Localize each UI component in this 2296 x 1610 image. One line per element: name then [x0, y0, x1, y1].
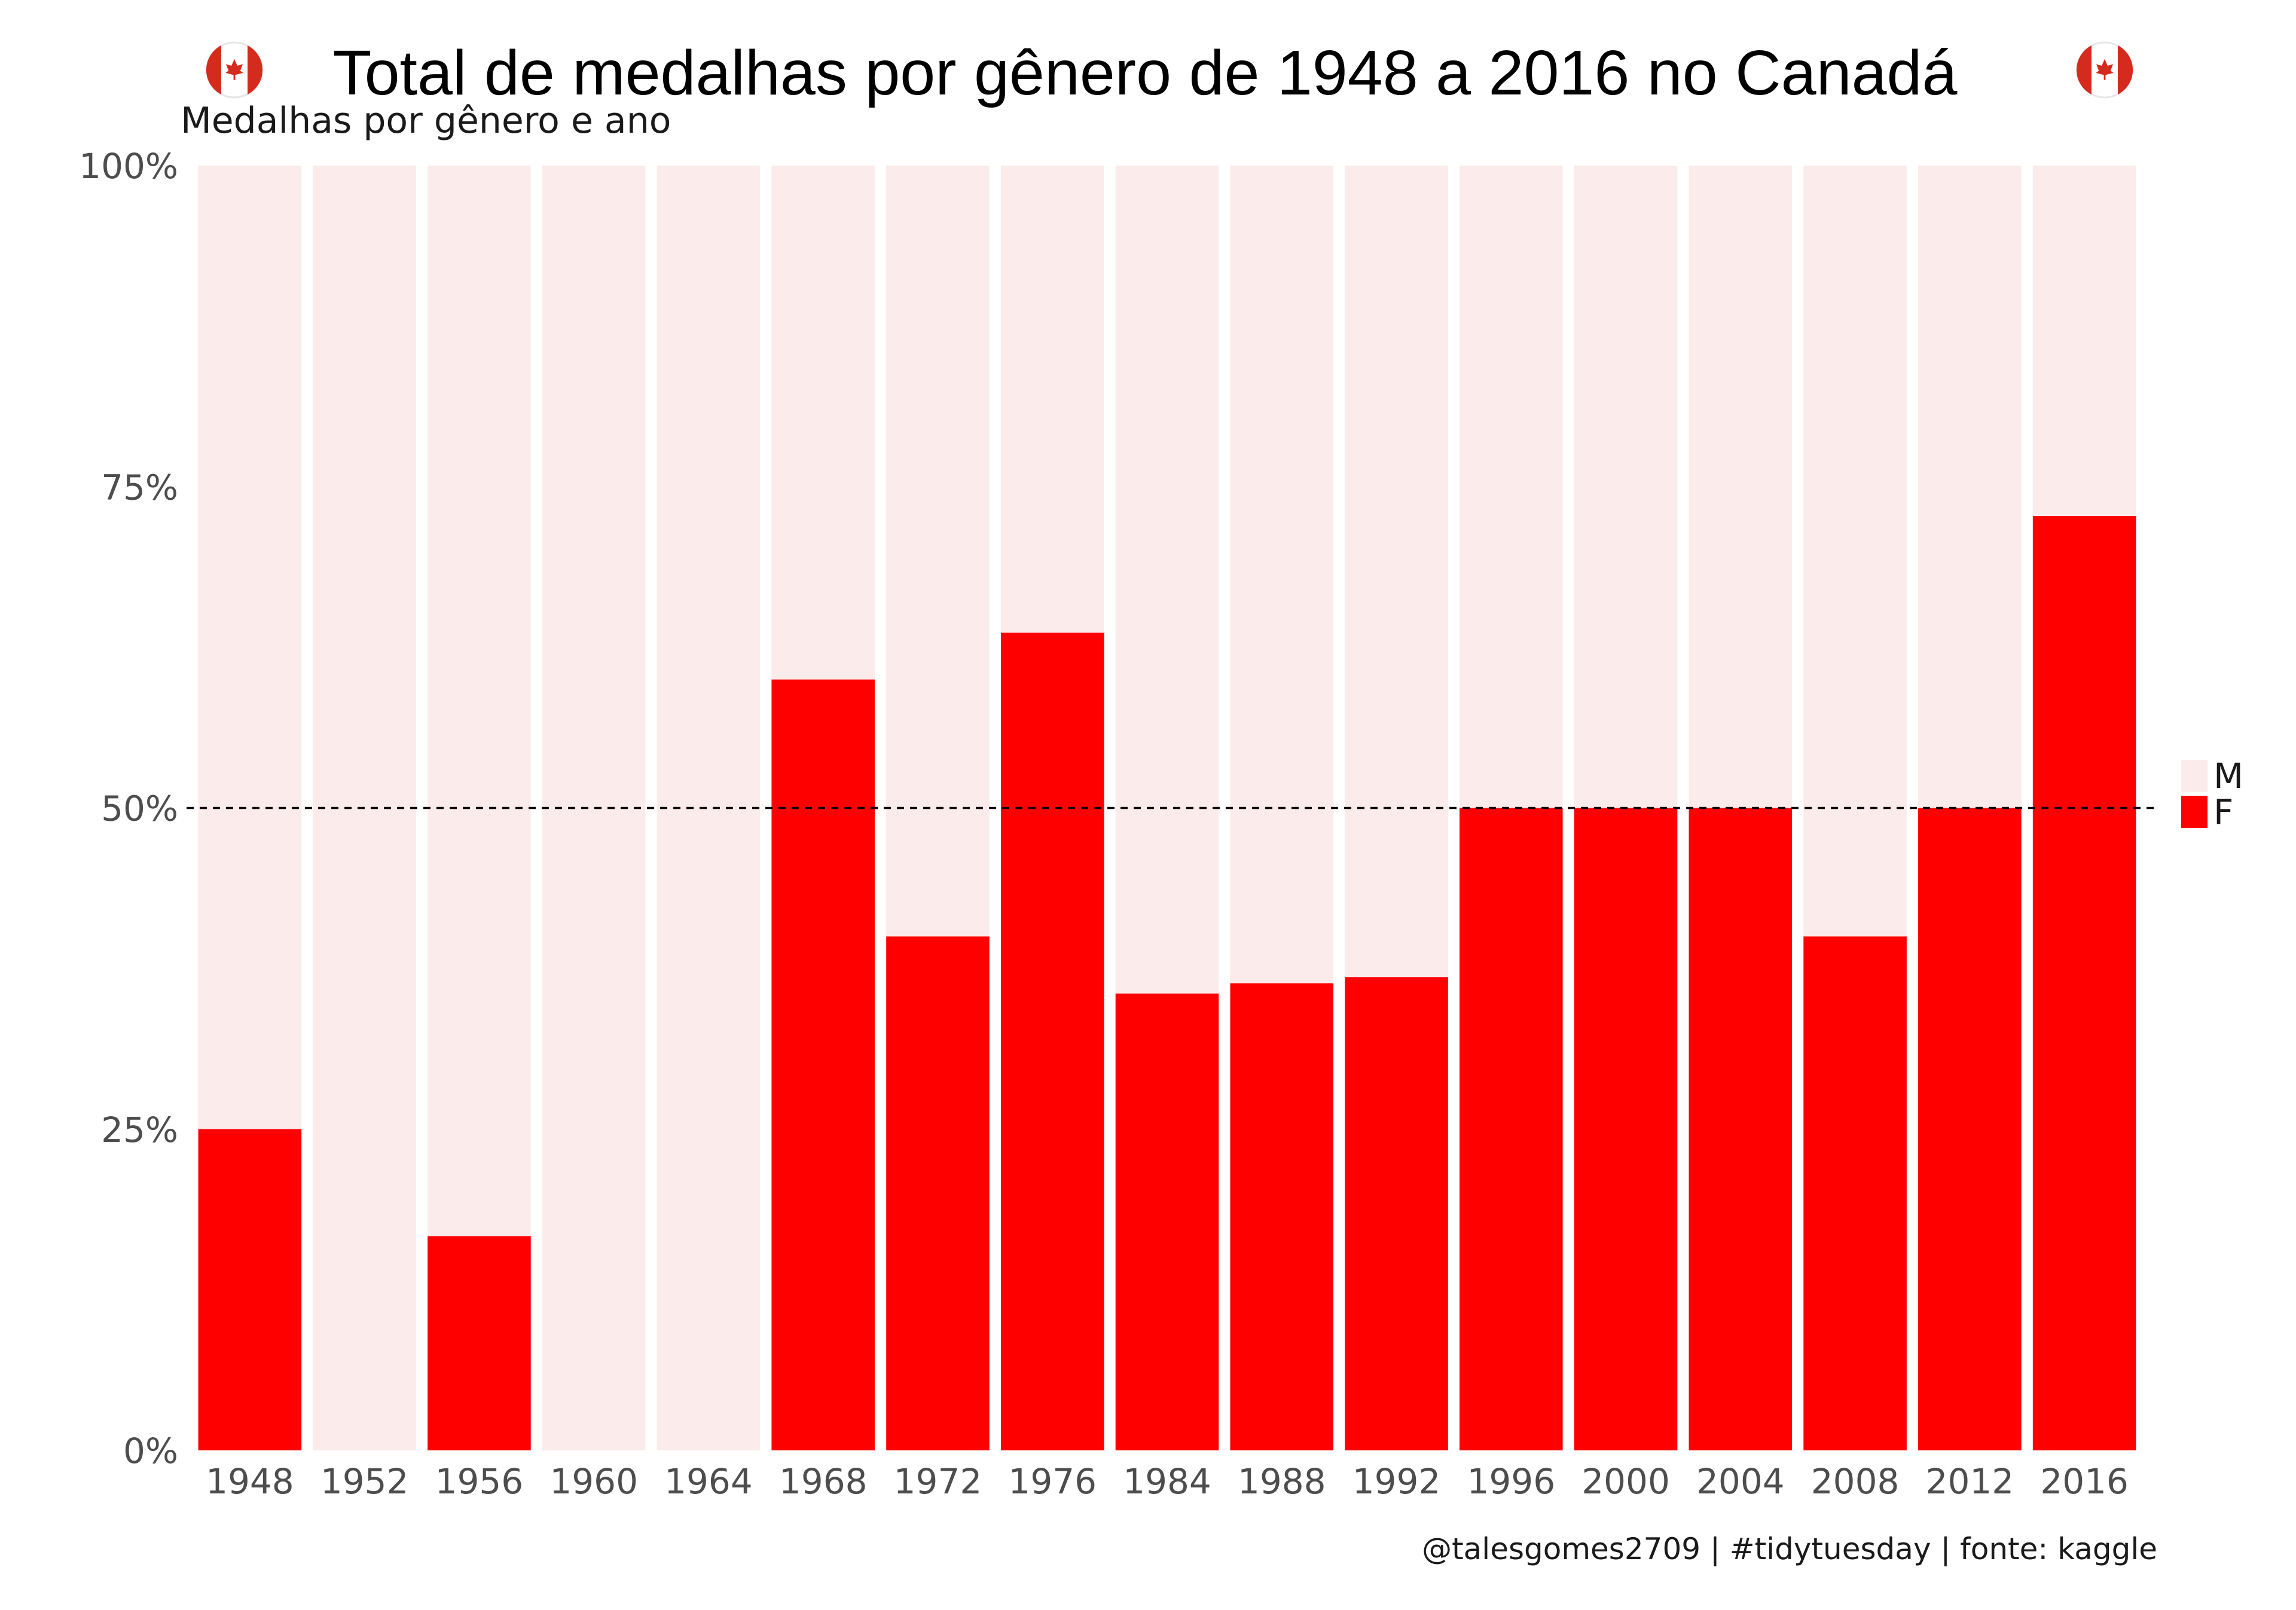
flag-band-right	[248, 45, 263, 94]
chart-title: Total de medalhas por gênero de 1948 a 2…	[333, 38, 1958, 108]
bar-f-1996	[1460, 808, 1563, 1450]
bar-f-2016	[2032, 516, 2136, 1451]
bar-f-1968	[771, 679, 875, 1450]
bar-f-2004	[1689, 808, 1793, 1450]
bar-m-2012	[1918, 166, 2022, 808]
bar-f-1988	[1230, 983, 1334, 1450]
bar-f-1992	[1345, 977, 1448, 1450]
legend-label-m: M	[2213, 756, 2243, 796]
chart-caption: @talesgomes2709 | #tidytuesday | fonte: …	[1422, 1532, 2157, 1566]
canada-flag-icon	[2076, 41, 2133, 99]
x-tick-label: 2000	[1581, 1461, 1670, 1502]
x-tick-label: 1976	[1008, 1461, 1097, 1502]
bar-f-1956	[428, 1236, 531, 1450]
flag-band-left	[2076, 45, 2092, 94]
bar-f-2012	[1918, 808, 2022, 1450]
bar-f-1976	[1000, 633, 1104, 1450]
y-tick-label: 0%	[123, 1431, 178, 1471]
bar-m-1984	[1115, 166, 1219, 994]
chart-subtitle: Medalhas por gênero e ano	[181, 100, 671, 142]
x-tick-label: 1948	[206, 1461, 294, 1502]
flag-band-right	[2118, 45, 2133, 94]
x-axis-ticks: 1948 1952 1956 1960 1964 1968 1972 1976 1984 1988…	[206, 1461, 2129, 1502]
legend-key-m	[2181, 760, 2208, 792]
bar-m-2000	[1574, 166, 1678, 808]
x-tick-label: 1972	[894, 1461, 982, 1502]
y-axis-ticks: 0% 25% 50% 75% 100%	[79, 146, 178, 1471]
bar-f-1972	[886, 936, 990, 1450]
x-tick-label: 2004	[1696, 1461, 1785, 1502]
bar-m-1992	[1345, 166, 1448, 977]
bar-m-1956	[428, 166, 531, 1236]
legend-key-f	[2181, 796, 2208, 828]
x-tick-label: 1996	[1467, 1461, 1555, 1502]
x-tick-label: 2016	[2040, 1461, 2129, 1502]
x-tick-label: 1988	[1238, 1461, 1326, 1502]
x-tick-label: 2008	[1811, 1461, 1900, 1502]
y-tick-label: 50%	[101, 789, 178, 829]
y-tick-label: 75%	[101, 467, 178, 508]
bar-m-1976	[1000, 166, 1104, 633]
bar-m-2016	[2032, 166, 2136, 517]
bar-f-2008	[1803, 936, 1907, 1450]
x-tick-label: 1952	[320, 1461, 409, 1502]
x-tick-label: 1960	[549, 1461, 638, 1502]
bar-m-1948	[198, 166, 302, 1129]
legend: MF	[2181, 756, 2243, 832]
legend-label-f: F	[2213, 792, 2233, 832]
bar-f-1948	[198, 1129, 302, 1450]
bar-m-2004	[1689, 166, 1793, 808]
x-tick-label: 1992	[1352, 1461, 1441, 1502]
bar-m-1988	[1230, 166, 1334, 983]
maple-leaf-icon	[225, 59, 243, 80]
flag-band-left	[206, 45, 221, 94]
title-group: Total de medalhas por gênero de 1948 a 2…	[206, 38, 2133, 108]
bar-f-2000	[1574, 808, 1678, 1450]
maple-leaf-icon	[2096, 59, 2114, 80]
bar-m-1996	[1460, 166, 1563, 808]
y-tick-label: 25%	[101, 1110, 178, 1150]
plot-area	[187, 166, 2155, 1451]
canada-flag-icon	[206, 41, 263, 99]
bar-m-2008	[1803, 166, 1907, 937]
x-tick-label: 2012	[1926, 1461, 2014, 1502]
bar-f-1984	[1115, 993, 1219, 1450]
y-tick-label: 100%	[79, 146, 178, 187]
bar-m-1968	[771, 166, 875, 680]
bar-m-1972	[886, 166, 990, 937]
x-tick-label: 1956	[435, 1461, 524, 1502]
x-tick-label: 1968	[779, 1461, 868, 1502]
x-tick-label: 1964	[664, 1461, 753, 1502]
x-tick-label: 1984	[1123, 1461, 1211, 1502]
